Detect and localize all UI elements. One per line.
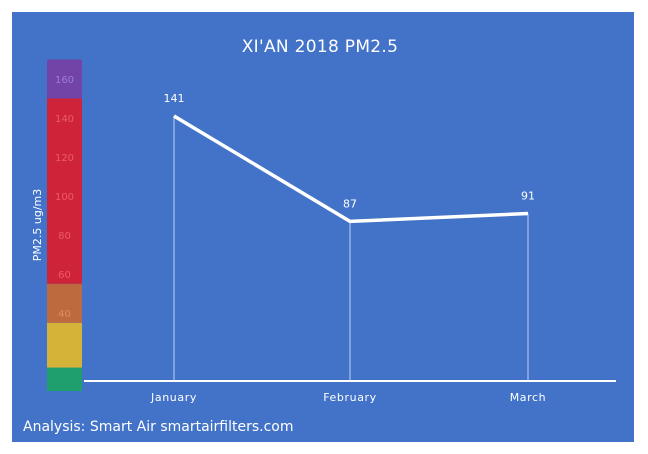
- scale-tick-label: 40: [58, 309, 71, 320]
- aqi-scale-ticks: 40 60 80 100 120 140 160: [55, 75, 74, 320]
- series-line: [173, 114, 529, 224]
- x-tick-label: February: [323, 391, 377, 404]
- scale-tick-label: 80: [58, 231, 71, 242]
- data-label: 91: [521, 190, 535, 203]
- data-label: 141: [164, 92, 185, 105]
- aqi-scale-bar: [47, 59, 82, 391]
- data-labels: 141 87 91: [164, 92, 536, 210]
- scale-tick-label: 100: [55, 192, 74, 203]
- data-label: 87: [343, 197, 357, 210]
- drop-lines: [173, 116, 529, 380]
- aqi-band-4: [47, 59, 82, 99]
- aqi-band-0: [47, 367, 82, 391]
- chart-background: [12, 12, 634, 442]
- scale-tick-label: 140: [55, 114, 74, 125]
- x-axis-tick-labels: January February March: [150, 391, 546, 404]
- scale-tick-label: 60: [58, 270, 71, 281]
- aqi-band-3: [47, 98, 82, 284]
- y-axis-label: PM2.5 ug/m3: [31, 189, 44, 262]
- x-tick-label: March: [510, 391, 547, 404]
- scale-tick-label: 120: [55, 153, 74, 164]
- x-tick-label: January: [150, 391, 197, 404]
- aqi-band-1: [47, 322, 82, 368]
- scale-tick-label: 160: [55, 75, 74, 86]
- aqi-band-2: [47, 283, 82, 323]
- chart-title: XI'AN 2018 PM2.5: [242, 37, 399, 57]
- footer-credit: Analysis: Smart Air smartairfilters.com: [23, 419, 294, 435]
